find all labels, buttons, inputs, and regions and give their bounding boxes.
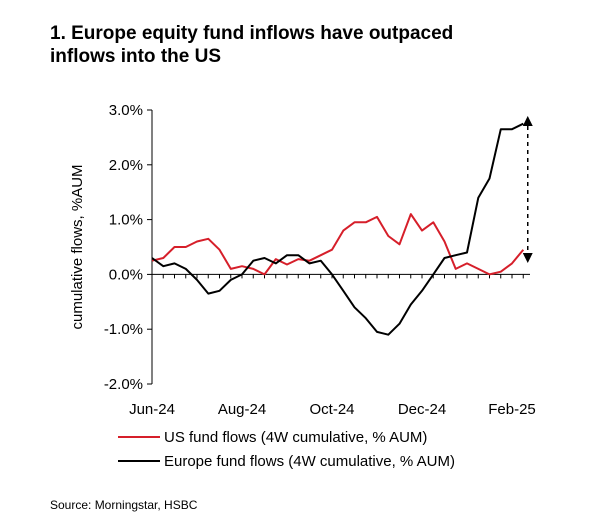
- y-axis-label: cumulative flows, %AUM: [69, 164, 86, 329]
- y-tick-label: 3.0%: [109, 102, 143, 119]
- chart-title-line-1: 1. Europe equity fund inflows have outpa…: [50, 23, 454, 44]
- legend-label-us: US fund flows (4W cumulative, % AUM): [164, 429, 427, 446]
- series-line-us: [151, 213, 525, 276]
- source-note: Source: Morningstar, HSBC: [50, 498, 198, 512]
- chart-title-line-2: inflows into the US: [50, 46, 221, 67]
- x-tick-label: Feb-25: [488, 401, 536, 418]
- chart-title: 1. Europe equity fund inflows have outpa…: [50, 22, 570, 68]
- y-tick-label: 0.0%: [109, 266, 143, 283]
- legend-label-europe: Europe fund flows (4W cumulative, % AUM): [164, 453, 455, 470]
- x-tick-label: Oct-24: [309, 401, 354, 418]
- x-tick-label: Aug-24: [218, 401, 266, 418]
- x-tick-label: Jun-24: [129, 401, 175, 418]
- y-tick-label: -2.0%: [104, 376, 143, 393]
- y-tick-label: 2.0%: [109, 157, 143, 174]
- series-line-europe: [151, 122, 524, 336]
- x-tick-label: Dec-24: [398, 401, 446, 418]
- y-tick-label: -1.0%: [104, 321, 143, 338]
- y-tick-label: 1.0%: [109, 212, 143, 229]
- chart: cumulative flows, %AUM 3.0% 2.0% 1.0% 0.0% -…: [69, 102, 536, 470]
